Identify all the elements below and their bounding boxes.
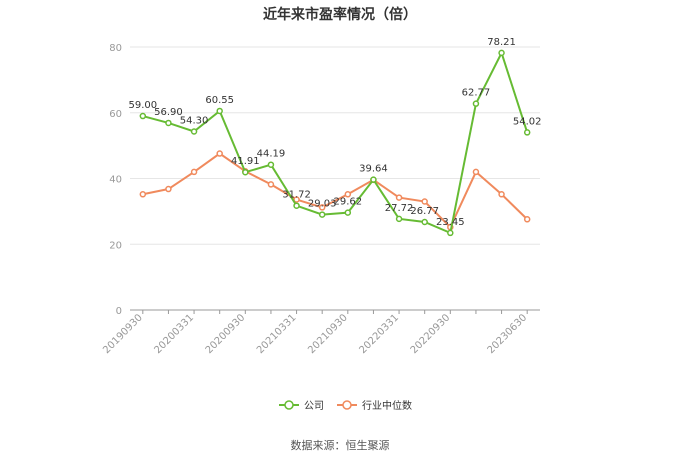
company-data-label: 56.90	[154, 107, 183, 118]
company-data-label: 23.45	[436, 217, 465, 228]
company-data-point	[395, 215, 403, 223]
company-data-point	[370, 176, 377, 183]
y-tick-label: 80	[109, 43, 122, 54]
x-tick-label: 20210930	[306, 312, 350, 356]
industry-median-data-point	[472, 168, 480, 176]
data-source-note: 数据来源：恒生聚源	[290, 439, 390, 452]
industry-median-data-point	[523, 216, 531, 223]
x-tick-label: 20220930	[409, 312, 453, 356]
x-tick-label: 20220331	[357, 312, 401, 356]
industry-median-series-line	[142, 152, 528, 229]
industry-median-data-point	[344, 191, 352, 198]
industry-median-data-point	[293, 196, 300, 203]
company-data-point	[318, 211, 326, 218]
company-data-label: 29.62	[333, 197, 362, 208]
legend-company-label: 公司	[304, 401, 324, 412]
company-series-line	[142, 50, 529, 235]
company-data-label: 78.21	[487, 37, 516, 48]
chart-title: 近年来市盈率情况（倍）	[263, 7, 417, 23]
legend-company-swatch-marker	[284, 400, 294, 410]
company-data-label: 41.91	[231, 156, 260, 167]
industry-median-data-point	[267, 181, 275, 188]
y-tick-label: 40	[109, 175, 122, 186]
y-tick-label: 0	[116, 306, 122, 317]
industry-median-data-point	[165, 185, 172, 193]
company-data-point	[344, 209, 352, 216]
company-data-label: 29.03	[308, 199, 337, 210]
x-tick-label: 20200930	[204, 312, 248, 356]
company-data-point	[421, 218, 428, 226]
company-data-label: 27.72	[385, 203, 414, 214]
company-data-point	[216, 107, 223, 115]
industry-median-data-point	[395, 194, 403, 201]
company-data-point	[165, 119, 172, 127]
company-data-label: 62.77	[462, 88, 491, 99]
industry-median-data-point	[498, 191, 505, 198]
company-data-label: 60.55	[205, 95, 234, 106]
company-data-label: 39.64	[359, 164, 388, 175]
industry-median-data-point	[216, 150, 223, 157]
company-data-point	[267, 161, 275, 168]
company-data-point	[190, 128, 198, 135]
industry-median-data-point	[190, 168, 198, 176]
x-tick-label: 20190930	[101, 312, 145, 356]
company-data-point	[447, 229, 454, 237]
legend-industry-label: 行业中位数	[362, 399, 412, 412]
industry-median-data-point	[139, 191, 147, 198]
company-data-label: 54.30	[180, 115, 209, 126]
x-tick-label: 20230630	[486, 312, 530, 356]
company-data-point	[293, 202, 300, 209]
company-data-point	[242, 168, 249, 176]
industry-median-data-point	[318, 204, 326, 211]
company-data-label: 59.00	[128, 100, 157, 111]
company-data-label: 26.77	[410, 206, 439, 217]
x-tick-label: 20200331	[152, 312, 196, 356]
company-data-point	[523, 129, 531, 136]
company-data-label: 31.72	[282, 190, 311, 201]
legend-industry-swatch-marker	[342, 400, 352, 410]
company-data-label: 44.19	[257, 149, 286, 160]
company-data-label: 54.02	[513, 116, 542, 127]
company-data-point	[498, 49, 505, 57]
company-data-point	[139, 112, 147, 120]
y-tick-label: 60	[109, 109, 122, 120]
x-tick-label: 20210331	[255, 312, 299, 356]
company-data-point	[472, 100, 480, 107]
industry-median-data-point	[421, 198, 428, 205]
y-tick-label: 20	[109, 240, 122, 251]
